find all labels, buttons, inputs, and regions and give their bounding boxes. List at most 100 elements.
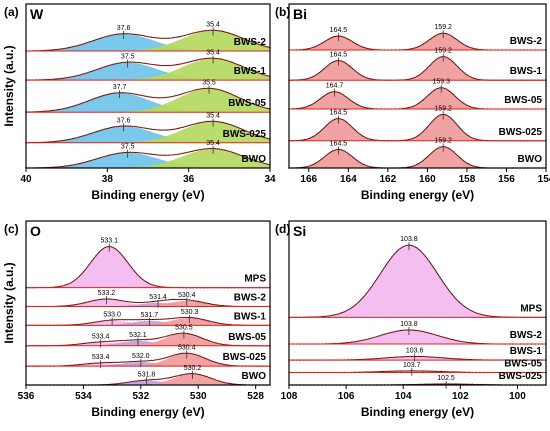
peak-value: 532.1 (129, 332, 147, 339)
peak-fill (26, 380, 270, 385)
plot-frame (25, 3, 271, 169)
peak-value: 530.4 (178, 292, 196, 299)
panel-label: (a) (4, 5, 19, 19)
element-label: W (30, 6, 44, 22)
peak-value: 531.8 (138, 372, 156, 379)
series-name: BWS-05 (228, 98, 266, 109)
x-axis-label: Binding energy (eV) (91, 188, 204, 202)
x-tick-label: 158 (459, 174, 476, 185)
x-axis-label: Binding energy (eV) (361, 405, 474, 419)
series-name: BWS-025 (499, 127, 543, 138)
peak-value: 35.4 (206, 140, 220, 147)
series-bwo: 531.8 530.2 BWO (25, 365, 271, 386)
element-label: Si (293, 223, 306, 239)
peak-fill (289, 149, 546, 168)
x-tick-label: 154 (538, 174, 550, 185)
peak-fill (26, 299, 270, 307)
peak-value: 530.4 (178, 344, 196, 351)
series-bws-1: 533.0 531.7 530.3 BWS-1 (25, 309, 271, 327)
peak-fill (26, 320, 270, 326)
series-name: BWO (242, 154, 267, 165)
panel-si: (d) Si 103.8 MPS 103.8 BWS-2 103.6 BWS-1 103.7 BW… (275, 220, 547, 419)
x-tick-label: 528 (247, 391, 264, 402)
peak-value: 35.4 (206, 50, 220, 57)
peak-value: 531.4 (149, 294, 167, 301)
x-tick-label: 106 (338, 391, 355, 402)
series-name: BWS-05 (504, 95, 542, 106)
peak-fill (289, 245, 546, 318)
x-tick-label: 36 (183, 174, 195, 185)
peak-fill (26, 88, 270, 113)
peak-value: 103.8 (400, 321, 418, 328)
plot-frame (288, 220, 547, 386)
panel-label: (d) (275, 222, 290, 236)
peak-value: 102.5 (437, 375, 455, 382)
series-bws-1: 37.5 35.4 BWS-1 (25, 50, 271, 81)
series-name: BWS-2 (510, 330, 543, 341)
peak-fill (26, 126, 270, 143)
series-name: BWS-2 (234, 293, 267, 304)
peak-value: 533.2 (98, 290, 116, 297)
panel-o: (c) O 533.1 MPS 533.2 531.4 530.4 BWS-2 533.0 531… (2, 220, 271, 419)
raw-data (25, 245, 271, 289)
peak-value: 164.5 (330, 52, 348, 59)
series-mps: 103.8 MPS (288, 236, 547, 319)
peak-value: 37.6 (117, 25, 131, 32)
series-bwo: 37.5 35.4 BWO (25, 140, 271, 169)
series-bws-025: 533.4 532.0 530.4 BWS-025 (25, 344, 271, 369)
series-bws-05: 164.7 159.3 BWS-05 (288, 79, 547, 110)
peak-fill (26, 30, 270, 52)
peak-value: 164.7 (326, 83, 344, 90)
series-name: MPS (520, 303, 542, 314)
peak-value: 103.8 (400, 236, 418, 243)
peak-value: 159.2 (434, 48, 452, 55)
x-tick-label: 162 (380, 174, 397, 185)
panel-label: (b) (275, 5, 290, 19)
peak-value: 159.2 (434, 138, 452, 145)
series-name: BWS-05 (504, 359, 542, 370)
series-bws-1: 103.6 BWS-1 (288, 346, 547, 362)
peak-fill (26, 93, 270, 113)
peak-value: 530.5 (175, 324, 193, 331)
x-tick-label: 104 (395, 391, 412, 402)
peak-value: 37.6 (117, 117, 131, 124)
panel-w: (a) W 37.6 35.4 BWS-2 37.5 35.4 BWS-1 37.7 35.5 BW… (2, 3, 276, 202)
series-bwo: 164.5 159.2 BWO (288, 138, 547, 169)
series-name: BWS-2 (234, 37, 267, 48)
plot-frame (25, 220, 271, 386)
series-name: BWS-2 (510, 36, 543, 47)
series-bws-05: 37.7 35.5 BWS-05 (25, 80, 271, 113)
y-axis-label: Intensity (a.u.) (2, 45, 16, 126)
peak-value: 530.2 (184, 365, 202, 372)
peak-fill (26, 62, 270, 81)
peak-fill (26, 373, 270, 385)
x-tick-label: 156 (498, 174, 515, 185)
peak-fill (26, 353, 270, 367)
peak-value: 35.5 (202, 80, 216, 87)
x-tick-label: 100 (509, 391, 526, 402)
element-label: Bi (293, 6, 307, 22)
peak-fill (26, 121, 270, 143)
peak-fill (289, 91, 546, 109)
panel-bi: (b) Bi 164.5 159.2 BWS-2 164.5 159.2 BWS-1 164.7… (275, 3, 550, 202)
x-tick-label: 166 (300, 174, 317, 185)
peak-fill (26, 300, 270, 307)
series-name: BWS-1 (510, 346, 543, 357)
series-name: BWS-05 (228, 332, 266, 343)
peak-value: 159.2 (434, 105, 452, 112)
peak-value: 103.7 (403, 362, 421, 369)
peak-value: 35.4 (206, 22, 220, 29)
peak-fill (289, 118, 546, 141)
peak-value: 37.5 (121, 144, 135, 151)
fit-line (26, 246, 270, 289)
series-name: BWO (518, 154, 543, 165)
series-bws-05: 533.4 532.1 530.5 BWS-05 (25, 324, 271, 348)
x-tick-label: 164 (340, 174, 357, 185)
peak-fill (26, 340, 270, 346)
x-tick-label: 532 (132, 391, 149, 402)
peak-fill (26, 246, 270, 288)
series-bws-2: 37.6 35.4 BWS-2 (25, 22, 271, 52)
peak-fill (289, 60, 546, 81)
